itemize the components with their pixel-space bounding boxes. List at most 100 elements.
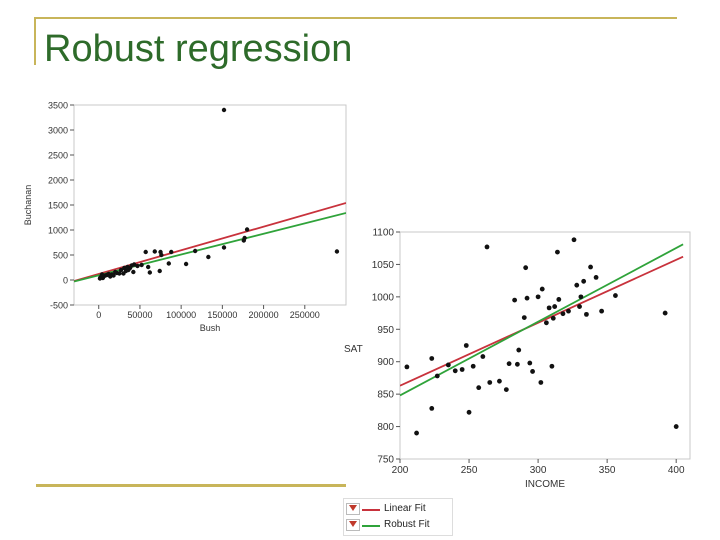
data-point xyxy=(487,380,493,385)
data-point xyxy=(662,310,668,316)
data-point xyxy=(484,244,490,250)
data-point xyxy=(139,262,144,268)
y-tick-label: 0 xyxy=(63,276,68,286)
data-point xyxy=(157,268,162,274)
legend-label: Linear Fit xyxy=(384,503,426,514)
y-tick-label: 800 xyxy=(377,422,394,433)
x-tick-label: 100000 xyxy=(166,310,196,320)
data-point xyxy=(588,264,593,270)
data-point xyxy=(122,265,127,271)
data-point xyxy=(429,356,435,361)
legend-swatch xyxy=(362,509,380,511)
y-tick-label: 1050 xyxy=(372,260,395,271)
y-tick-label: 950 xyxy=(377,325,394,336)
x-tick-label: 400 xyxy=(668,465,685,476)
plot-area xyxy=(74,107,346,283)
income-sat-scatter: 750 800 850 900 950 1000 1050 1100 200 250 300 350 4… xyxy=(372,228,691,490)
data-point xyxy=(434,373,440,379)
data-point xyxy=(673,424,679,429)
data-point xyxy=(574,282,580,288)
data-point xyxy=(463,343,469,348)
data-point xyxy=(512,297,518,303)
slide-frame-top xyxy=(34,17,677,19)
data-point xyxy=(550,315,556,321)
data-point xyxy=(552,304,558,309)
sat-axis-label: SAT xyxy=(344,344,363,355)
y-tick-label: -500 xyxy=(50,301,68,311)
y-tick-label: 2500 xyxy=(48,151,68,161)
legend-label: Robust Fit xyxy=(384,519,430,530)
x-tick-label: 50000 xyxy=(127,310,152,320)
data-point xyxy=(445,362,451,368)
data-point xyxy=(523,265,529,271)
x-tick-label: 200 xyxy=(392,465,409,476)
y-tick-label: 1100 xyxy=(372,228,394,239)
x-tick-label: 250 xyxy=(461,465,478,476)
data-point xyxy=(516,347,522,353)
y-tick-label: 3000 xyxy=(48,126,68,136)
x-tick-label: 350 xyxy=(599,465,616,476)
plot-frame xyxy=(399,231,691,460)
data-point xyxy=(480,354,486,359)
data-point xyxy=(166,261,171,266)
slide-frame-left xyxy=(34,17,36,65)
y-axis-label: Buchanan xyxy=(23,185,33,226)
slide-frame-bottom xyxy=(36,484,346,487)
dropdown-triangle-icon[interactable] xyxy=(349,505,357,511)
data-point xyxy=(118,267,124,273)
data-point xyxy=(244,227,250,232)
data-point xyxy=(566,308,571,314)
data-point xyxy=(192,248,198,254)
data-point xyxy=(113,269,118,275)
data-point xyxy=(549,363,555,369)
data-point xyxy=(613,293,618,298)
data-point xyxy=(555,249,560,255)
data-point xyxy=(530,369,535,374)
dropdown-triangle-icon[interactable] xyxy=(349,521,357,527)
data-point xyxy=(560,311,566,317)
fit-legend: Linear Fit Robust Fit xyxy=(343,498,453,536)
data-point xyxy=(556,297,562,302)
x-tick-label: 250000 xyxy=(290,310,320,320)
data-point xyxy=(159,252,164,258)
data-point xyxy=(543,320,549,326)
data-point xyxy=(126,267,131,273)
data-point xyxy=(581,278,587,284)
data-point xyxy=(145,264,151,270)
data-point xyxy=(404,364,410,370)
data-point xyxy=(527,360,533,366)
x-tick-label: 150000 xyxy=(207,310,237,320)
data-point xyxy=(183,261,189,267)
data-point xyxy=(97,276,103,281)
x-tick-label: 0 xyxy=(96,310,101,320)
y-tick-label: 2000 xyxy=(48,176,68,186)
data-point xyxy=(578,294,584,300)
slide-title: Robust regression xyxy=(44,28,353,70)
x-axis-label: INCOME xyxy=(525,479,565,490)
data-point xyxy=(538,380,544,385)
bush-buchanan-scatter: -500 0 500 1000 1500 2000 2500 3000 3500 0 50000 10… xyxy=(23,101,347,333)
data-point xyxy=(152,249,157,254)
data-point xyxy=(571,237,577,243)
data-point xyxy=(466,409,472,415)
data-point xyxy=(577,304,582,309)
y-tick-label: 500 xyxy=(53,251,68,261)
data-point xyxy=(206,254,211,260)
data-point xyxy=(241,238,246,243)
data-point xyxy=(147,270,153,275)
y-tick-label: 1000 xyxy=(372,292,395,303)
y-tick-label: 1000 xyxy=(48,226,68,236)
data-point xyxy=(143,249,148,255)
data-point xyxy=(497,378,502,384)
data-point xyxy=(521,315,527,321)
data-point xyxy=(459,367,465,372)
data-point xyxy=(584,311,589,317)
data-point xyxy=(535,294,541,300)
data-point xyxy=(131,269,136,275)
legend-swatch xyxy=(362,525,380,527)
y-tick-label: 850 xyxy=(377,390,394,401)
data-point xyxy=(506,361,512,367)
data-point xyxy=(539,286,545,292)
x-tick-label: 200000 xyxy=(249,310,279,320)
data-point xyxy=(169,249,174,255)
